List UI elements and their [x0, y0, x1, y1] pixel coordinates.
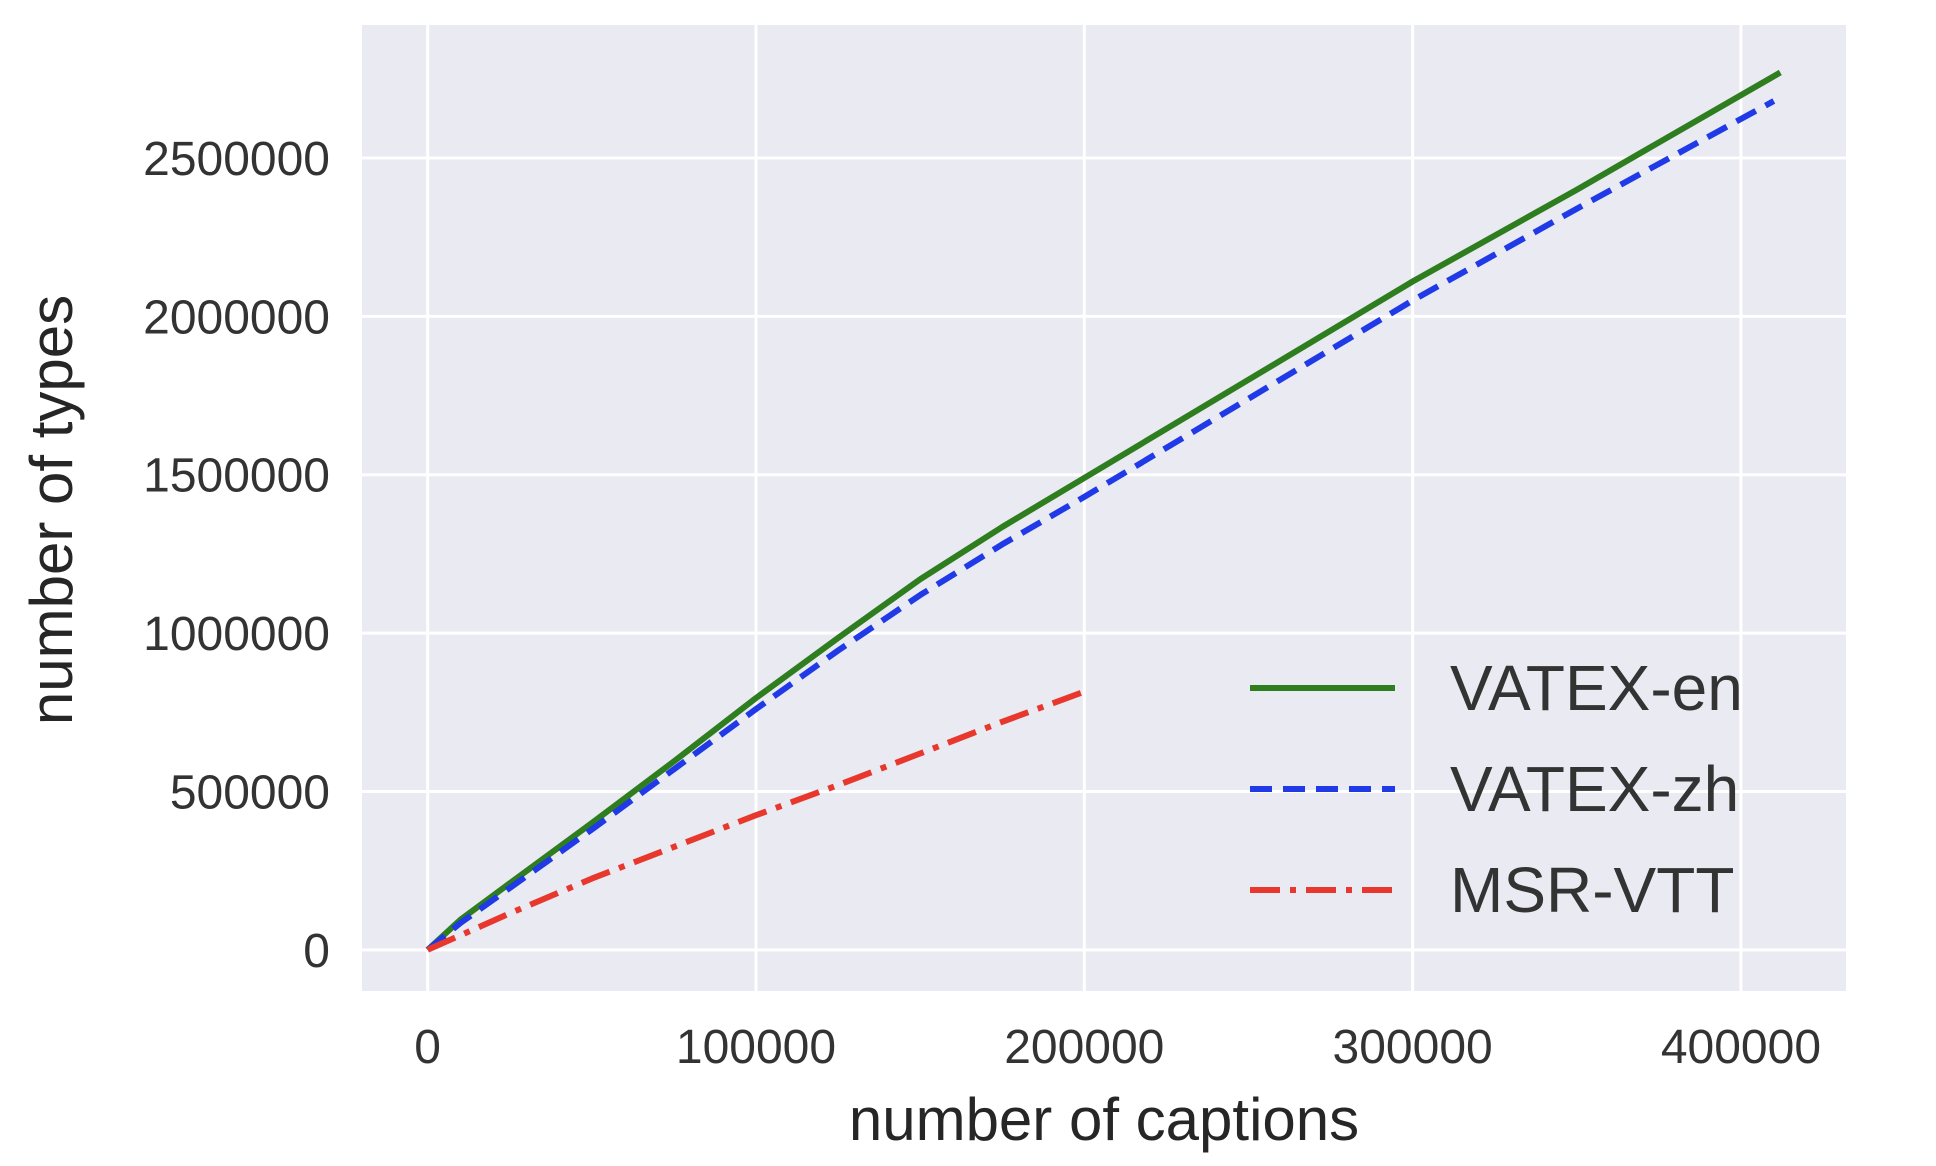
y-tick-label: 2500000 — [143, 133, 330, 186]
legend: VATEX-en VATEX-zh MSR-VTT — [1250, 652, 1743, 926]
series-line-vatex-en — [425, 69, 1782, 953]
x-axis-label: number of captions — [849, 1086, 1359, 1153]
grid — [362, 25, 1846, 991]
y-tick-label: 500000 — [170, 766, 330, 819]
y-axis-label: number of types — [18, 295, 85, 725]
x-tick-labels: 0 100000 200000 300000 400000 — [414, 1021, 1821, 1074]
legend-label: VATEX-zh — [1450, 753, 1739, 825]
plot-background — [362, 25, 1846, 991]
series-lines — [425, 69, 1782, 953]
legend-label: VATEX-en — [1450, 652, 1743, 724]
y-tick-label: 2000000 — [143, 291, 330, 344]
series-line-msr-vtt — [426, 688, 1086, 953]
x-tick-label: 200000 — [1004, 1021, 1164, 1074]
y-tick-label: 0 — [303, 925, 330, 978]
x-tick-label: 300000 — [1333, 1021, 1493, 1074]
x-tick-label: 0 — [414, 1021, 441, 1074]
y-tick-label: 1500000 — [143, 450, 330, 503]
series-line-vatex-zh — [425, 98, 1776, 953]
legend-label: MSR-VTT — [1450, 854, 1734, 926]
y-tick-labels: 0 500000 1000000 1500000 2000000 2500000 — [143, 133, 330, 978]
x-tick-label: 100000 — [676, 1021, 836, 1074]
x-tick-label: 400000 — [1661, 1021, 1821, 1074]
y-tick-label: 1000000 — [143, 608, 330, 661]
